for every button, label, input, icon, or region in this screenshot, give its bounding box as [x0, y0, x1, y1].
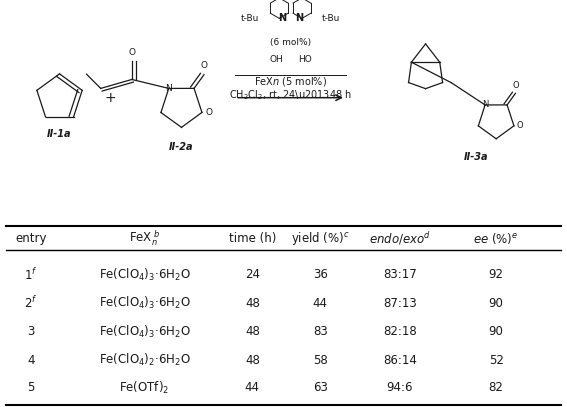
Text: N: N: [482, 101, 488, 109]
Text: 48: 48: [245, 325, 260, 338]
Text: 90: 90: [489, 297, 503, 310]
Text: (6 mol%): (6 mol%): [270, 38, 311, 47]
Text: 48: 48: [245, 354, 260, 367]
Text: O: O: [205, 108, 212, 117]
Text: Fe(ClO$_4$)$_3$·6H$_2$O: Fe(ClO$_4$)$_3$·6H$_2$O: [99, 295, 191, 311]
Text: 24: 24: [245, 268, 260, 281]
Text: Fe(ClO$_4$)$_2$·6H$_2$O: Fe(ClO$_4$)$_2$·6H$_2$O: [99, 352, 191, 368]
Text: 83: 83: [313, 325, 328, 338]
Text: II-3a: II-3a: [464, 152, 489, 162]
Text: 4: 4: [27, 354, 35, 367]
Text: 52: 52: [489, 354, 503, 367]
Text: N: N: [166, 84, 172, 93]
Text: Fe(OTf)$_2$: Fe(OTf)$_2$: [120, 379, 170, 396]
Text: 1$^{f}$: 1$^{f}$: [24, 267, 38, 283]
Text: yield (%)$^c$: yield (%)$^c$: [291, 230, 350, 247]
Text: 2$^{f}$: 2$^{f}$: [24, 295, 38, 311]
Text: FeX$n$ (5 mol%): FeX$n$ (5 mol%): [254, 75, 327, 88]
Text: HO: HO: [298, 55, 312, 63]
Text: O: O: [128, 48, 136, 57]
Text: $\mathit{ee}$ (%)$^e$: $\mathit{ee}$ (%)$^e$: [473, 231, 519, 245]
Text: 63: 63: [313, 381, 328, 394]
Text: 83:17: 83:17: [383, 268, 417, 281]
Text: +: +: [105, 91, 116, 105]
Text: Fe(ClO$_4$)$_3$·6H$_2$O: Fe(ClO$_4$)$_3$·6H$_2$O: [99, 324, 191, 340]
Text: OH: OH: [269, 55, 284, 63]
Text: 3: 3: [27, 325, 35, 338]
Text: 92: 92: [489, 268, 503, 281]
Text: t-Bu: t-Bu: [321, 14, 340, 23]
Text: 44: 44: [245, 381, 260, 394]
Text: 36: 36: [313, 268, 328, 281]
Text: 82: 82: [489, 381, 503, 394]
Text: 5: 5: [27, 381, 35, 394]
Text: 90: 90: [489, 325, 503, 338]
Text: O: O: [517, 121, 523, 130]
Text: 86:14: 86:14: [383, 354, 417, 367]
Text: 44: 44: [313, 297, 328, 310]
Text: $\mathit{endo/exo}$$^d$: $\mathit{endo/exo}$$^d$: [369, 230, 431, 247]
Text: 87:13: 87:13: [383, 297, 417, 310]
Text: FeX$_n^{\ b}$: FeX$_n^{\ b}$: [129, 228, 160, 248]
Text: 48: 48: [245, 297, 260, 310]
Text: 94:6: 94:6: [387, 381, 413, 394]
Text: Fe(ClO$_4$)$_3$·6H$_2$O: Fe(ClO$_4$)$_3$·6H$_2$O: [99, 267, 191, 283]
Text: 58: 58: [313, 354, 328, 367]
Text: N: N: [295, 13, 303, 23]
Text: N: N: [278, 13, 286, 23]
Text: t-Bu: t-Bu: [241, 14, 259, 23]
Text: II-2a: II-2a: [169, 142, 194, 151]
Text: O: O: [201, 61, 208, 70]
Text: time (h): time (h): [229, 232, 276, 245]
Text: II-1a: II-1a: [47, 129, 72, 139]
Text: 82:18: 82:18: [383, 325, 417, 338]
Text: entry: entry: [15, 232, 47, 245]
Text: CH$_2$Cl$_2$, rt, 24\u201348 h: CH$_2$Cl$_2$, rt, 24\u201348 h: [229, 88, 352, 102]
Text: O: O: [512, 81, 519, 90]
